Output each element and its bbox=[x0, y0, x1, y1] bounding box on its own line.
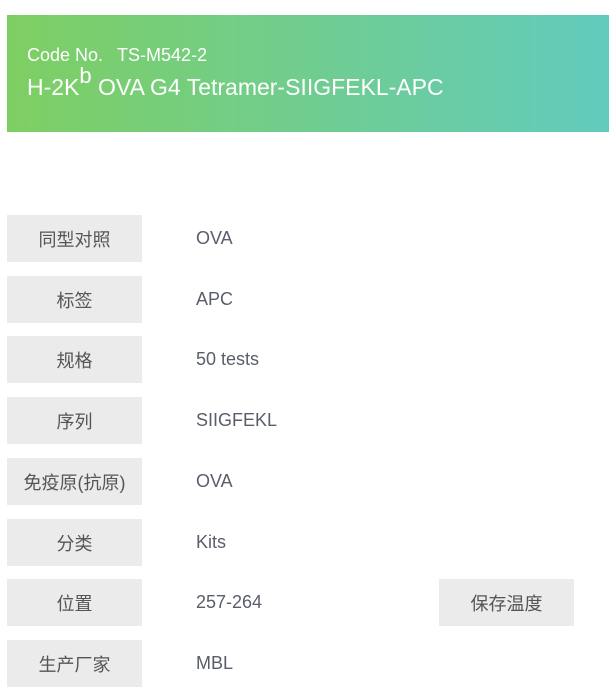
title-prefix: H-2K bbox=[27, 74, 80, 100]
spec-value: Kits bbox=[196, 532, 227, 552]
spec-label: 规格 bbox=[7, 336, 142, 383]
spec-label: 免疫原(抗原) bbox=[7, 458, 142, 505]
spec-row-isotype: 同型对照 OVA bbox=[7, 215, 607, 262]
spec-label-storage-temp: 保存温度 bbox=[439, 579, 574, 626]
product-title: H-2Kb OVA G4 Tetramer-SIIGFEKL-APC bbox=[27, 63, 444, 101]
spec-value: MBL bbox=[196, 653, 234, 673]
title-superscript: b bbox=[79, 63, 92, 88]
spec-row-label: 标签 APC bbox=[7, 276, 607, 323]
code-label: Code No. bbox=[27, 45, 104, 65]
product-header: Code No. TS-M542-2 H-2Kb OVA G4 Tetramer-… bbox=[7, 15, 609, 132]
spec-row-immunogen: 免疫原(抗原) OVA bbox=[7, 458, 607, 505]
spec-label: 位置 bbox=[7, 579, 142, 626]
spec-label: 标签 bbox=[7, 276, 142, 323]
spec-row-manufacturer: 生产厂家 MBL bbox=[7, 640, 607, 687]
spec-label: 同型对照 bbox=[7, 215, 142, 262]
spec-label: 生产厂家 bbox=[7, 640, 142, 687]
spec-label: 分类 bbox=[7, 519, 142, 566]
spec-value: 257-264 bbox=[196, 592, 263, 612]
spec-label: 序列 bbox=[7, 397, 142, 444]
spec-row-sequence: 序列 SIIGFEKL bbox=[7, 397, 607, 444]
spec-value: SIIGFEKL bbox=[196, 410, 278, 430]
code-value: TS-M542-2 bbox=[117, 45, 208, 65]
title-suffix: OVA G4 Tetramer-SIIGFEKL-APC bbox=[91, 74, 444, 100]
spec-row-size: 规格 50 tests bbox=[7, 336, 607, 383]
spec-value: APC bbox=[196, 289, 234, 309]
code-number: Code No. TS-M542-2 bbox=[27, 45, 207, 66]
spec-row-category: 分类 Kits bbox=[7, 519, 607, 566]
spec-value: OVA bbox=[196, 228, 233, 248]
spec-value: OVA bbox=[196, 471, 233, 491]
spec-row-position: 位置 257-264 保存温度 bbox=[7, 579, 607, 626]
spec-value: 50 tests bbox=[196, 349, 260, 369]
